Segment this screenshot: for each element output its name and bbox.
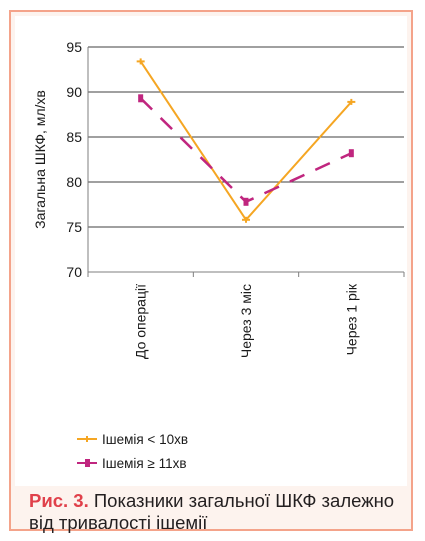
figure-frame: 70 75 80 85 90 95 До операції Через 3 міс Через … bbox=[9, 10, 413, 533]
data-point bbox=[243, 197, 249, 206]
y-tick-label: 80 bbox=[66, 174, 82, 190]
data-point bbox=[348, 149, 354, 158]
y-tick-label: 75 bbox=[66, 219, 82, 235]
line-chart: 70 75 80 85 90 95 До операції Через 3 міс Через … bbox=[32, 39, 405, 471]
chart-area: 70 75 80 85 90 95 До операції Через 3 міс Через … bbox=[15, 16, 407, 486]
y-tick-label: 85 bbox=[66, 129, 82, 145]
x-tick-label: До операції bbox=[133, 284, 149, 359]
y-axis-label: Загальна ШКФ, мл/хв bbox=[32, 90, 48, 229]
series-line bbox=[139, 60, 353, 221]
y-tick-label: 90 bbox=[66, 84, 82, 100]
data-point bbox=[138, 94, 144, 103]
y-tick-label: 95 bbox=[66, 39, 82, 55]
legend-label: Ішемія ≥ 11хв bbox=[102, 456, 187, 471]
caption-text: Показники загальної ШКФ залежно від трив… bbox=[29, 490, 395, 533]
legend-marker bbox=[85, 459, 90, 467]
figure-caption: Рис. 3. Показники загальної ШКФ залежно … bbox=[29, 490, 419, 534]
series-line bbox=[139, 97, 352, 204]
legend-label: Ішемія < 10хв bbox=[102, 432, 188, 447]
caption-label: Рис. 3. bbox=[29, 490, 89, 511]
y-tick-label: 70 bbox=[66, 264, 82, 280]
x-tick-label: Через 1 рік bbox=[343, 283, 359, 355]
x-tick-label: Через 3 міс bbox=[238, 284, 254, 358]
